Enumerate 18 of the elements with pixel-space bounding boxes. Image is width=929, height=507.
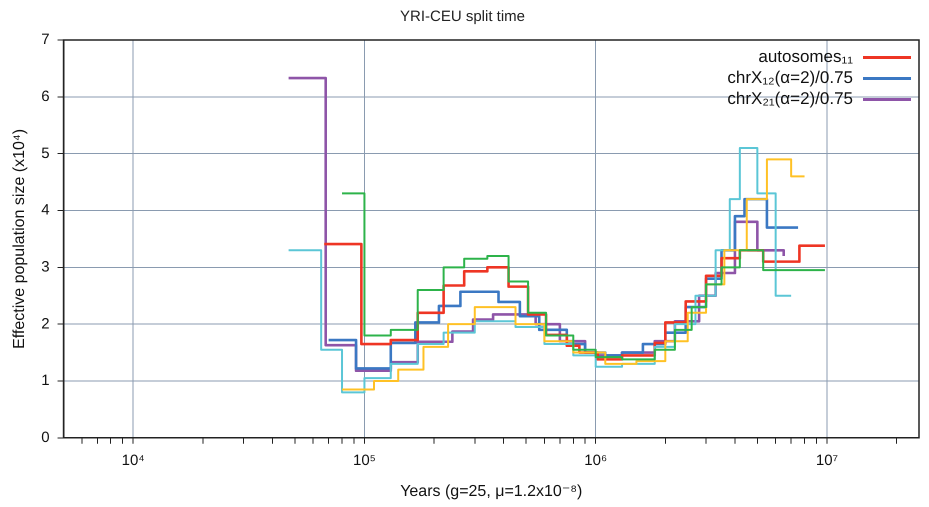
y-tick-label: 2 xyxy=(41,315,50,332)
legend-label: chrX₂₁(α=2)/0.75 xyxy=(727,89,853,108)
x-tick-label: 10⁶ xyxy=(584,452,608,469)
x-tick-label: 10⁴ xyxy=(122,452,145,469)
x-axis-title: Years (g=25, μ=1.2x10⁻⁸) xyxy=(400,482,582,500)
y-tick-label: 7 xyxy=(41,31,50,48)
x-tick-label: 10⁵ xyxy=(352,452,376,469)
y-tick-label: 0 xyxy=(41,428,50,446)
x-tick-label: 10⁷ xyxy=(816,452,838,469)
y-axis-title: Effective population size (x10⁴) xyxy=(11,128,28,349)
y-tick-label: 5 xyxy=(41,144,50,162)
legend-label: chrX₁₂(α=2)/0.75 xyxy=(727,68,853,87)
y-tick-label: 1 xyxy=(41,372,50,390)
y-tick-label: 6 xyxy=(41,88,50,105)
chart-title: YRI-CEU split time xyxy=(400,8,526,26)
legend-label: autosomes₁₁ xyxy=(758,47,853,66)
y-tick-label: 3 xyxy=(41,258,50,276)
y-tick-label: 4 xyxy=(41,202,50,219)
